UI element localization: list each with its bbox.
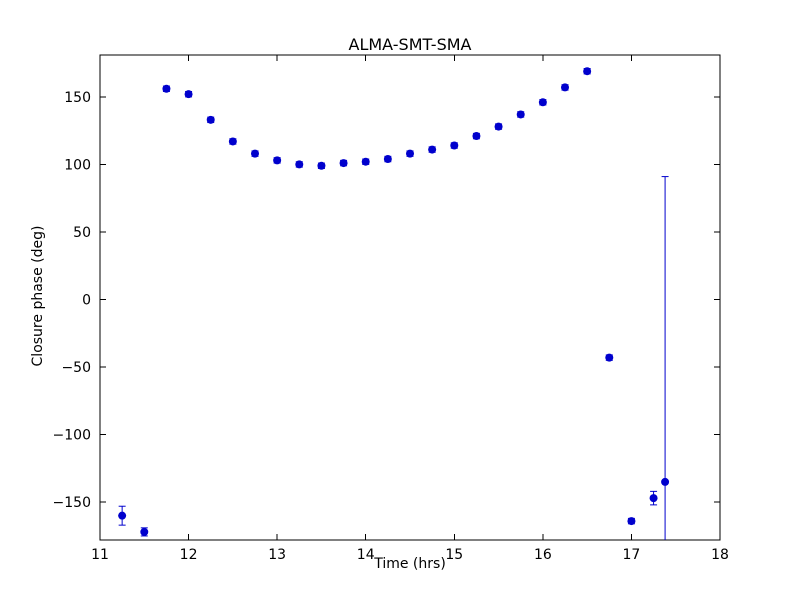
y-tick-label: −50: [61, 360, 91, 376]
data-point: [140, 527, 149, 536]
y-tick-label: 100: [64, 157, 91, 173]
x-tick-label: 11: [91, 547, 109, 563]
x-tick-label: 18: [711, 547, 729, 563]
data-point: [661, 477, 670, 486]
x-tick-label: 12: [180, 547, 198, 563]
data-point: [538, 98, 547, 107]
data-point: [516, 110, 525, 119]
data-point: [472, 132, 481, 141]
data-point: [317, 161, 326, 170]
data-point: [583, 67, 592, 76]
marker-group: [118, 67, 670, 536]
data-point: [339, 159, 348, 168]
data-point: [228, 137, 237, 146]
x-tick-label: 15: [445, 547, 463, 563]
data-point: [184, 90, 193, 99]
data-point: [361, 157, 370, 166]
data-point: [251, 149, 259, 158]
data-point: [450, 141, 459, 150]
x-axis-label: Time (hrs): [374, 556, 446, 572]
data-point: [649, 494, 658, 503]
data-point: [406, 149, 414, 158]
tick-group: [99, 55, 721, 540]
x-tick-label: 16: [534, 547, 552, 563]
data-point: [428, 145, 437, 154]
y-tick-label: 150: [64, 90, 91, 106]
y-tick-label: −150: [53, 495, 91, 511]
data-point: [162, 84, 171, 93]
y-axis-label: Closure phase (deg): [30, 225, 46, 367]
y-tick-label: 0: [82, 293, 91, 309]
data-point: [605, 353, 614, 362]
x-tick-label: 14: [357, 547, 375, 563]
data-point: [295, 160, 304, 169]
y-tick-label: −100: [53, 428, 91, 444]
data-point: [383, 155, 392, 164]
x-tick-label: 13: [268, 547, 286, 563]
data-point: [273, 156, 282, 165]
y-tick-label: 50: [73, 225, 91, 241]
tick-label-group: 11 12 13 14 15 16 17 18 −150 −100 −50 0 50 100 150: [53, 90, 729, 563]
axes-frame: [99, 54, 721, 541]
data-point: [561, 83, 569, 92]
chart-title: ALMA-SMT-SMA: [348, 35, 472, 54]
data-point: [206, 115, 215, 124]
x-tick-label: 17: [623, 547, 641, 563]
data-point: [627, 517, 636, 526]
data-point: [118, 511, 127, 520]
data-point: [494, 122, 503, 131]
